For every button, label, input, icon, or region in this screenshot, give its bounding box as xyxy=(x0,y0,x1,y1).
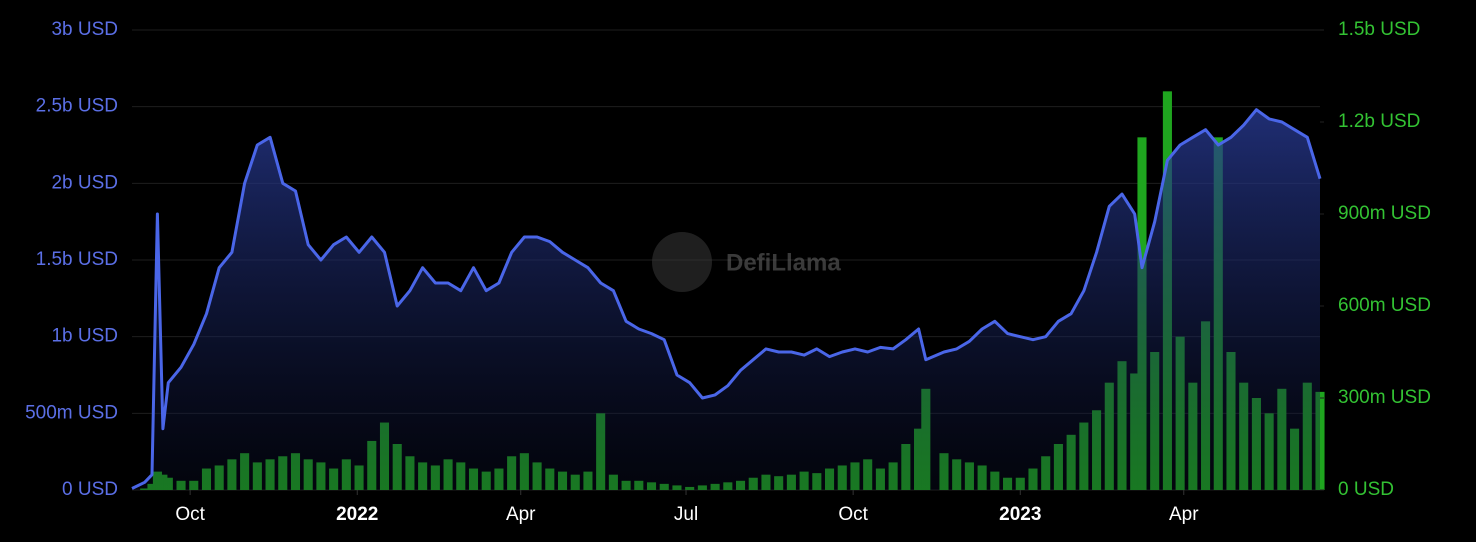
y-tick-label: 500m USD xyxy=(25,402,118,423)
y2-tick-label: 300m USD xyxy=(1338,387,1431,408)
lines xyxy=(131,108,1322,490)
axes: 0 USD 500m USD 1b USD 1.5b USD 2b USD 2.5b US… xyxy=(25,19,1431,525)
watermark-logo xyxy=(652,232,712,292)
x-tick-label: Apr xyxy=(1169,504,1199,525)
tvl-area xyxy=(132,109,1320,490)
x-tick-label: Oct xyxy=(175,504,205,525)
x-tick-label: Oct xyxy=(838,504,868,525)
watermark-text: DefiLlama xyxy=(726,249,841,276)
y-tick-label: 2.5b USD xyxy=(36,96,118,117)
y2-tick-label: 1.2b USD xyxy=(1338,111,1420,132)
x-tick-label: Jul xyxy=(674,504,698,525)
y-tick-label: 2b USD xyxy=(51,172,118,193)
watermark: DefiLlama xyxy=(652,232,841,292)
y2-tick-label: 1.5b USD xyxy=(1338,19,1420,40)
y-tick-label: 3b USD xyxy=(51,19,118,40)
x-tick-label: Apr xyxy=(506,504,536,525)
y2-tick-label: 900m USD xyxy=(1338,203,1431,224)
y2-tick-label: 600m USD xyxy=(1338,295,1431,316)
x-tick-label: 2023 xyxy=(999,504,1041,525)
tvl-line xyxy=(131,108,1322,490)
y-tick-label: 1b USD xyxy=(51,326,118,347)
x-tick-label: 2022 xyxy=(336,504,378,525)
y-tick-label: 1.5b USD xyxy=(36,249,118,270)
y-tick-label: 0 USD xyxy=(62,479,118,500)
y2-tick-label: 0 USD xyxy=(1338,479,1394,500)
